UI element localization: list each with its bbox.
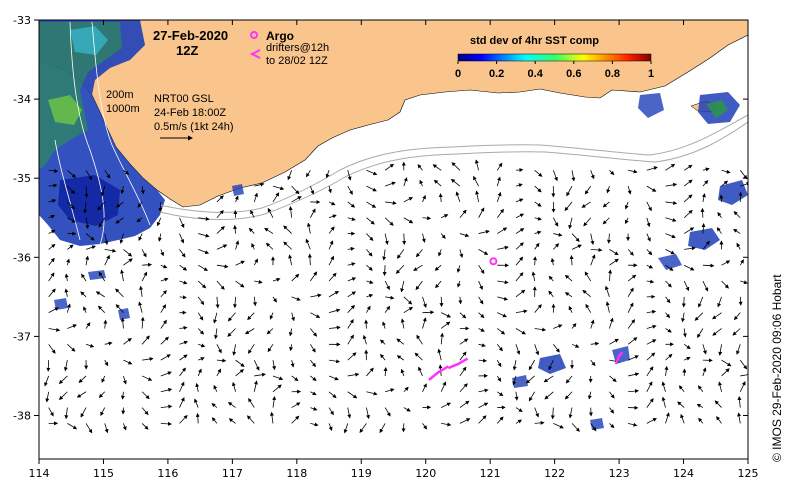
map-hour: 12Z: [176, 43, 198, 58]
x-tick-label: 122: [544, 467, 565, 480]
credit-text: © IMOS 29-Feb-2020 09:06 Hobart: [770, 274, 784, 462]
y-tick-label: -37: [13, 330, 31, 343]
x-tick-label: 121: [480, 467, 501, 480]
x-tick-label: 119: [351, 467, 372, 480]
drifter-legend-line1: drifters@12h: [266, 42, 329, 54]
y-tick-label: -35: [13, 172, 31, 185]
y-tick-label: -38: [13, 409, 31, 422]
drifter-legend-line2: to 28/02 12Z: [266, 55, 328, 67]
x-tick-label: 125: [738, 467, 759, 480]
isobath-1000-label: 1000m: [106, 103, 140, 115]
x-tick-label: 124: [673, 467, 694, 480]
map-date: 27-Feb-2020: [153, 28, 228, 43]
x-tick-label: 120: [415, 467, 436, 480]
isobath-200-label: 200m: [106, 89, 134, 101]
current-arrow: [404, 234, 405, 245]
x-tick-label: 123: [609, 467, 630, 480]
colorbar-tick-label: 0.2: [489, 68, 504, 80]
colorbar-tick-label: 0.6: [566, 68, 581, 80]
colorbar-tick-label: 0.4: [528, 68, 544, 80]
current-arrow: [702, 209, 703, 218]
y-tick-label: -33: [13, 14, 31, 27]
current-arrow: [684, 297, 685, 307]
current-arrow: [740, 297, 741, 305]
y-tick-label: -34: [13, 93, 31, 106]
colorbar-tick-label: 0.8: [605, 68, 620, 80]
x-tick-label: 114: [29, 467, 50, 480]
product-label: NRT00 GSL: [154, 93, 214, 105]
x-tick-label: 117: [222, 467, 243, 480]
colorbar-tick-label: 1: [648, 68, 654, 80]
product-time: 24-Feb 18:00Z: [154, 107, 226, 119]
current-arrow: [366, 320, 367, 328]
x-tick-label: 116: [157, 467, 178, 480]
scale-label: 0.5m/s (1kt 24h): [154, 121, 233, 133]
colorbar: [458, 54, 651, 61]
argo-legend-label: Argo: [266, 29, 294, 43]
colorbar-title: std dev of 4hr SST comp: [470, 35, 599, 47]
colorbar-tick-label: 0: [455, 68, 461, 80]
x-tick-label: 115: [93, 467, 114, 480]
y-tick-label: -36: [13, 251, 31, 264]
x-tick-label: 118: [286, 467, 307, 480]
